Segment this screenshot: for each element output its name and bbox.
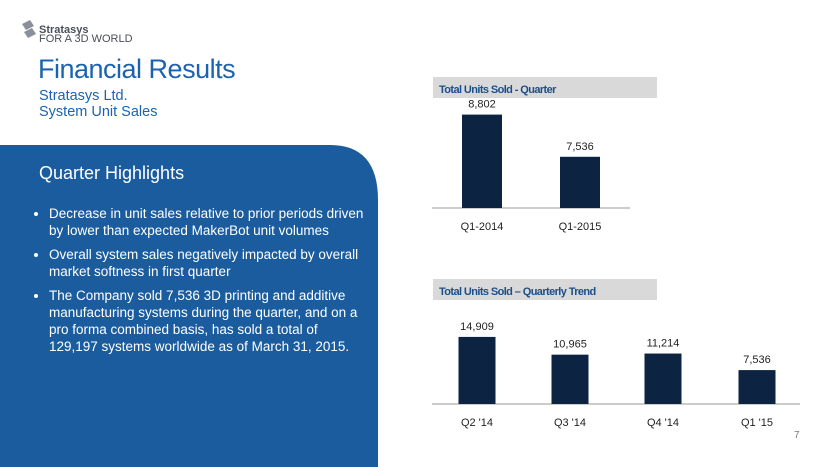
bullet-list: Decrease in unit sales relative to prior… xyxy=(24,205,367,362)
logo-icon xyxy=(22,20,36,38)
value-label: 10,965 xyxy=(553,339,587,351)
bar xyxy=(644,353,682,404)
value-label: 11,214 xyxy=(647,338,680,350)
bullet: Overall system sales negatively impacted… xyxy=(49,246,367,280)
bar xyxy=(462,114,502,208)
tagline: FOR A 3D WORLD xyxy=(39,33,133,45)
x-tick-label: Q1-2015 xyxy=(559,221,602,233)
x-tick-label: Q2 '14 xyxy=(461,417,493,429)
value-label: 7,536 xyxy=(566,141,594,153)
x-tick-label: Q1 '15 xyxy=(741,417,773,429)
subtitle: System Unit Sales xyxy=(39,104,158,120)
chart-title: Total Units Sold - Quarter xyxy=(439,84,557,96)
page-number: 7 xyxy=(794,430,800,441)
bar xyxy=(560,156,600,208)
value-label: 7,536 xyxy=(743,354,771,366)
bar xyxy=(458,336,496,404)
bar xyxy=(551,354,589,404)
bullet: The Company sold 7,536 3D printing and a… xyxy=(49,287,367,355)
x-tick-label: Q4 '14 xyxy=(647,417,679,429)
x-tick-label: Q3 '14 xyxy=(554,417,586,429)
value-label: 8,802 xyxy=(468,99,496,111)
x-tick-label: Q1-2014 xyxy=(461,221,504,233)
title: Financial Results xyxy=(38,54,236,84)
bullet: Decrease in unit sales relative to prior… xyxy=(49,205,367,239)
chart-title-bg xyxy=(433,279,657,300)
chart-title: Total Units Sold – Quarterly Trend xyxy=(439,286,596,298)
bar xyxy=(738,370,776,404)
value-label: 14,909 xyxy=(460,321,494,333)
chart-title-bg xyxy=(433,77,657,98)
highlights-heading: Quarter Highlights xyxy=(39,163,185,183)
highlight-panel xyxy=(0,145,378,467)
subtitle: Stratasys Ltd. xyxy=(39,88,128,104)
logo: Stratasys xyxy=(39,24,89,36)
